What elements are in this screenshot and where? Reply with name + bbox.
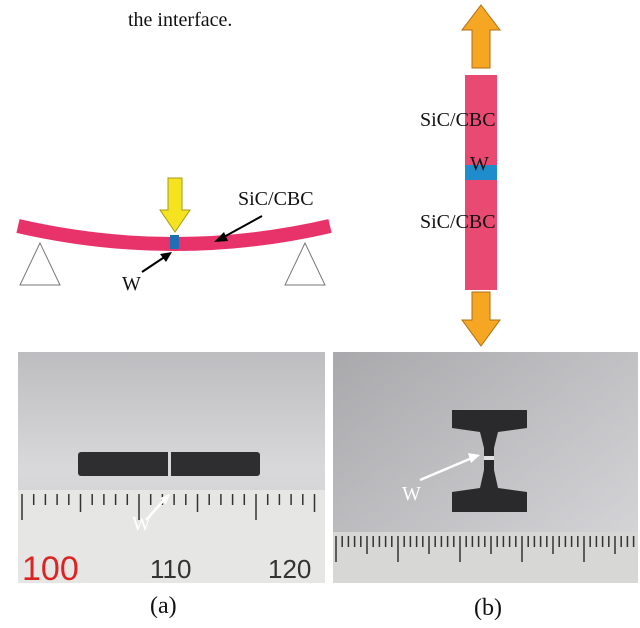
photo-b: W (333, 352, 638, 583)
ruler-label: 110 (150, 554, 191, 584)
material-label: SiC/CBC (238, 188, 314, 210)
upper-label: SiC/CBC (420, 109, 496, 131)
tension-arrow (462, 292, 500, 346)
panel-label: (a) (150, 593, 177, 619)
joint-label: W (402, 483, 421, 505)
tensile-diagram: SiC/CBC W SiC/CBC (420, 5, 500, 346)
ruler-label: 120 (268, 554, 311, 584)
support (285, 243, 325, 285)
figure: the interface. SiC/CBC W SiC/CBC W SiC/C… (0, 0, 640, 628)
joint (168, 452, 171, 476)
joint-label: W (122, 273, 141, 295)
joint-label: W (132, 513, 151, 535)
joint (170, 235, 179, 249)
joint-label: W (470, 153, 489, 175)
ruler-label: 100 (22, 550, 79, 588)
lower-label: SiC/CBC (420, 211, 496, 233)
support (20, 243, 60, 285)
load-arrow (160, 178, 190, 232)
pointer-head (160, 252, 172, 262)
bending-diagram: SiC/CBC W (18, 178, 330, 295)
panel-label: (b) (474, 595, 502, 621)
specimen (465, 75, 497, 290)
tension-arrow (462, 5, 500, 68)
photo-a: W 100 110 120 (18, 352, 325, 588)
pointer (142, 256, 166, 272)
joint (484, 456, 494, 460)
caption-fragment: the interface. (128, 9, 232, 31)
